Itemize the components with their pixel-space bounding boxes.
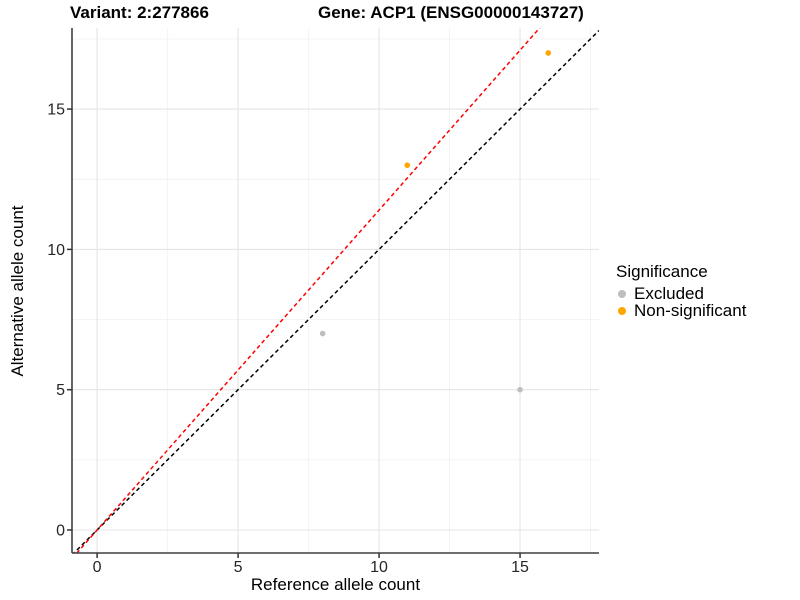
y-axis-title: Alternative allele count [8, 205, 27, 377]
legend-item-label: Excluded [634, 283, 704, 303]
y-tick-label: 10 [47, 242, 65, 259]
y-tick-label: 0 [56, 522, 65, 539]
y-tick-label: 15 [47, 102, 65, 119]
plot-title-gene: Gene: ACP1 (ENSG00000143727) [318, 3, 584, 22]
legend-dot-icon [618, 289, 626, 298]
data-point-non-significant [404, 162, 411, 169]
legend-item-excluded: Excluded [616, 283, 746, 303]
legend: Significance Excluded Non-significant [616, 262, 747, 320]
x-tick-label: 15 [511, 559, 529, 576]
reference-line-identity [72, 29, 599, 553]
legend-item-non-significant: Non-significant [616, 300, 747, 320]
x-tick-label: 5 [234, 559, 243, 576]
data-point-excluded [517, 386, 523, 393]
x-tick-label: 0 [93, 559, 102, 576]
legend-items: Excluded Non-significant [616, 283, 747, 320]
y-tick-label: 5 [56, 382, 65, 399]
x-axis-title: Reference allele count [250, 575, 421, 594]
data-point-excluded [319, 330, 326, 337]
legend-item-label: Non-significant [634, 300, 747, 320]
plot-title-variant: Variant: 2:277866 [70, 3, 209, 22]
x-tick-label: 10 [370, 559, 388, 576]
legend-title: Significance [616, 262, 708, 281]
legend-dot-icon [618, 306, 626, 315]
data-point-non-significant [545, 50, 552, 56]
